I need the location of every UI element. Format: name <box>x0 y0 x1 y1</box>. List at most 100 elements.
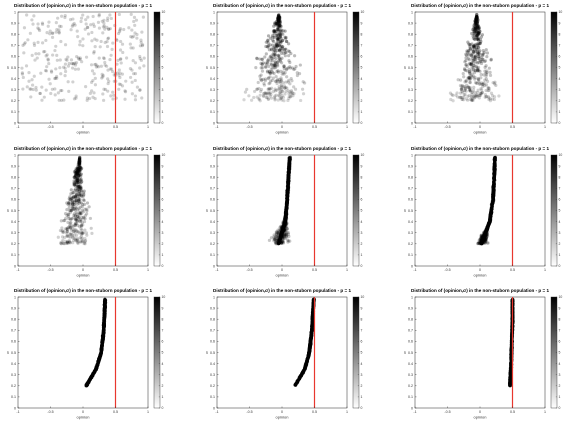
y-tick-label: 0.5 <box>408 66 413 70</box>
data-point <box>277 59 281 63</box>
data-point <box>272 24 276 28</box>
data-point <box>280 72 284 76</box>
data-point <box>63 14 67 18</box>
data-point <box>103 297 107 301</box>
data-point <box>264 44 268 49</box>
data-point <box>22 26 27 30</box>
data-point <box>132 19 136 24</box>
x-axis-label: opinion <box>276 130 289 135</box>
data-point <box>486 85 490 90</box>
data-point <box>284 35 288 40</box>
data-point <box>76 35 80 39</box>
data-point <box>276 26 280 30</box>
data-point <box>83 207 87 211</box>
data-point <box>42 95 46 99</box>
data-point <box>106 16 110 20</box>
data-point <box>59 39 63 44</box>
data-point <box>287 94 291 98</box>
data-point <box>132 34 136 38</box>
data-point <box>273 87 277 91</box>
y-tick-label: 0.7 <box>11 329 16 333</box>
y-tick-label: 0.2 <box>408 242 413 246</box>
data-point <box>103 87 108 92</box>
colorbar-tick-label: 2 <box>559 99 561 103</box>
data-point <box>270 66 274 70</box>
data-point <box>477 46 481 50</box>
plot-frame <box>414 11 546 124</box>
data-point <box>46 24 50 28</box>
y-tick-label: 0.3 <box>408 231 413 235</box>
data-point <box>463 60 467 64</box>
data-point <box>280 46 284 51</box>
data-point <box>109 53 113 57</box>
colorbar-tick-label: 10 <box>559 10 563 14</box>
data-point <box>84 18 88 22</box>
data-point <box>265 95 269 100</box>
data-point <box>118 27 123 31</box>
x-tick-label: -1 <box>215 410 218 414</box>
data-point <box>277 33 281 37</box>
data-point <box>477 31 481 35</box>
data-point <box>273 46 277 50</box>
data-point <box>275 21 279 25</box>
data-point <box>480 88 484 92</box>
x-tick-label: 0.5 <box>113 410 118 414</box>
colorbar-tick-label: 6 <box>559 198 561 202</box>
y-tick-label: 1 <box>213 10 215 14</box>
data-point <box>475 24 480 29</box>
y-axis-label: σ <box>402 66 407 69</box>
chart-panel-2: Distribution of (opinion,σ) in the non-s… <box>204 3 364 135</box>
data-point <box>282 48 286 52</box>
x-tick-label: 0 <box>479 125 481 129</box>
colorbar-tick-label: 7 <box>162 187 164 191</box>
data-point <box>472 94 476 99</box>
data-point <box>480 59 484 63</box>
y-tick-label: 0.7 <box>408 44 413 48</box>
data-point <box>462 93 466 97</box>
data-point <box>65 201 69 205</box>
data-point <box>281 29 285 33</box>
data-point <box>278 91 282 95</box>
y-tick-label: 0.6 <box>408 55 413 59</box>
data-point <box>275 44 280 48</box>
colorbar-tick-label: 4 <box>559 77 561 81</box>
data-point <box>491 191 495 195</box>
data-point <box>78 57 82 61</box>
data-point <box>66 80 70 84</box>
data-point <box>91 14 95 19</box>
y-tick-label: 0.6 <box>210 340 215 344</box>
data-point <box>78 43 82 47</box>
data-point <box>268 87 272 91</box>
data-point <box>268 91 272 95</box>
chart-panel-7: Distribution of (opinion,σ) in the non-s… <box>5 288 165 420</box>
data-point <box>272 55 276 60</box>
x-tick-label: 0 <box>82 410 84 414</box>
data-point <box>476 31 481 35</box>
colorbar-tick-label: 10 <box>162 10 166 14</box>
data-point <box>259 73 263 77</box>
data-point <box>264 92 268 96</box>
data-point <box>78 39 82 44</box>
data-point <box>59 219 63 223</box>
colorbar-tick-label: 5 <box>162 66 164 70</box>
colorbar-tick-label: 7 <box>361 329 363 333</box>
data-point <box>474 20 479 24</box>
colorbar-tick-label: 0 <box>559 121 561 125</box>
data-point <box>122 27 126 32</box>
data-point <box>272 71 276 76</box>
data-point <box>42 50 46 54</box>
data-point <box>262 92 266 96</box>
data-point <box>283 50 287 55</box>
data-point <box>481 239 485 243</box>
data-point <box>298 63 302 67</box>
data-point <box>108 67 112 71</box>
data-point <box>470 98 474 102</box>
data-point <box>74 94 78 98</box>
x-tick-label: -1 <box>215 268 218 272</box>
data-point <box>102 24 106 28</box>
data-point <box>259 79 264 83</box>
data-point <box>85 96 89 100</box>
data-point <box>479 76 483 80</box>
y-axis-label: σ <box>204 209 209 212</box>
data-point <box>269 56 274 60</box>
